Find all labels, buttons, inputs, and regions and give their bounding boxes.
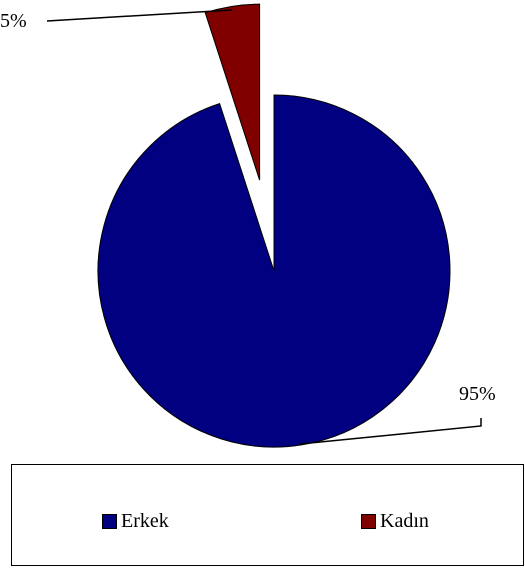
pie-slice-kadin: [204, 3, 261, 181]
data-label-erkek: 95%: [459, 383, 496, 405]
legend-item-erkek: Erkek: [102, 510, 169, 533]
data-label-kadin: 5%: [0, 10, 27, 32]
pie-slice-erkek: [97, 94, 451, 448]
leader-line-kadin: [46, 9, 233, 22]
legend-label-kadin: Kadın: [380, 510, 429, 532]
legend: Erkek Kadın: [11, 464, 524, 566]
legend-swatch-erkek: [102, 514, 117, 529]
legend-swatch-kadin: [361, 514, 376, 529]
legend-item-kadin: Kadın: [361, 510, 429, 533]
legend-label-erkek: Erkek: [121, 510, 169, 532]
leader-line-erkek: [299, 418, 482, 445]
pie-chart: 95% 5%: [0, 3, 496, 448]
